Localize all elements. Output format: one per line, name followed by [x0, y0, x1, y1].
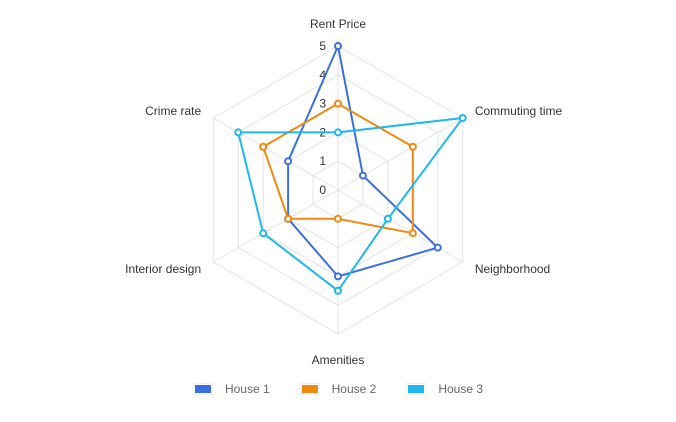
series-house-2	[259, 99, 417, 238]
data-point[interactable]	[358, 171, 367, 180]
legend: House 1 House 2 House 3	[0, 382, 676, 396]
data-point[interactable]	[334, 42, 342, 50]
legend-item-house-2[interactable]: House 2	[299, 382, 377, 396]
legend-label: House 1	[224, 382, 270, 396]
indicator-label: Interior design	[125, 262, 201, 276]
data-point[interactable]	[259, 229, 268, 238]
data-point[interactable]	[334, 128, 342, 137]
data-point[interactable]	[334, 272, 342, 281]
data-point[interactable]	[408, 229, 417, 238]
legend-swatch-icon	[192, 383, 213, 395]
data-point[interactable]	[383, 214, 392, 223]
tick-label: 5	[319, 39, 326, 53]
data-point[interactable]	[334, 99, 342, 108]
data-point[interactable]	[458, 114, 467, 122]
legend-label: House 3	[438, 382, 484, 396]
data-point[interactable]	[234, 128, 243, 137]
data-point[interactable]	[334, 214, 342, 223]
legend-swatch-icon	[299, 383, 320, 395]
series-house-1	[284, 42, 442, 281]
data-series	[234, 42, 467, 295]
data-point[interactable]	[259, 142, 268, 151]
series-house-3	[234, 114, 467, 295]
grid-spoke	[213, 117, 339, 191]
legend-swatch-icon	[406, 383, 427, 395]
series-line	[237, 117, 464, 292]
legend-label: House 2	[331, 382, 377, 396]
data-point[interactable]	[284, 157, 293, 166]
tick-label: 1	[319, 154, 326, 168]
tick-label: 4	[319, 68, 326, 82]
data-point[interactable]	[408, 142, 417, 151]
data-point[interactable]	[433, 243, 442, 252]
indicator-label: Amenities	[312, 353, 365, 367]
tick-label: 3	[319, 97, 326, 111]
data-point[interactable]	[284, 214, 293, 223]
indicator-label: Neighborhood	[475, 262, 550, 276]
tick-label: 0	[319, 183, 326, 197]
grid-spoke	[337, 117, 463, 191]
indicator-labels: Rent Price Commuting time Neighborhood Amen…	[125, 17, 562, 367]
legend-item-house-1[interactable]: House 1	[192, 382, 270, 396]
data-point[interactable]	[334, 286, 342, 295]
legend-item-house-3[interactable]: House 3	[406, 382, 483, 396]
indicator-label: Commuting time	[475, 104, 563, 118]
series-line	[287, 45, 439, 278]
grid-spoke	[213, 189, 339, 263]
indicator-label: Crime rate	[145, 104, 201, 118]
indicator-label: Rent Price	[310, 17, 366, 31]
grid-spoke	[337, 189, 463, 263]
